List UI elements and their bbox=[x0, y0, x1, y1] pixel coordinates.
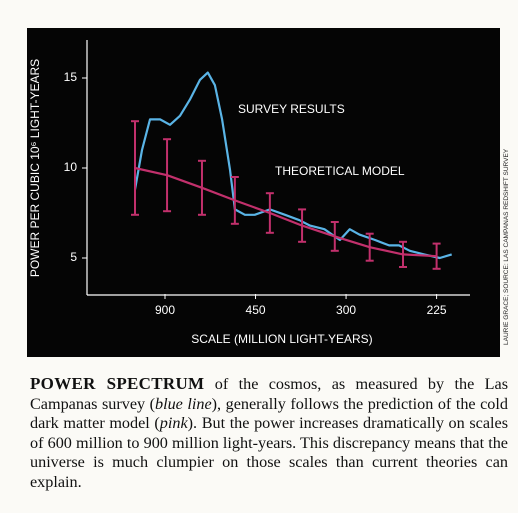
chart: POWER PER CUBIC 10⁶ LIGHT-YEARS SCALE (M… bbox=[27, 28, 500, 357]
y-axis-label: POWER PER CUBIC 10⁶ LIGHT-YEARS bbox=[28, 59, 42, 277]
caption: POWER SPECTRUM of the cosmos, as measure… bbox=[30, 374, 508, 492]
y-tick-label: 5 bbox=[70, 250, 77, 264]
series-label: THEORETICAL MODEL bbox=[275, 164, 405, 178]
y-tick-label: 10 bbox=[64, 160, 78, 174]
caption-text: of the cosmos, as measured by the Las Ca… bbox=[30, 375, 508, 413]
x-tick-label: 225 bbox=[427, 303, 447, 317]
y-tick-label: 15 bbox=[64, 70, 78, 84]
caption-text: ). But the power increases dramatically … bbox=[30, 414, 508, 491]
caption-text: ), generally follows the prediction of t… bbox=[30, 394, 508, 433]
series-line bbox=[134, 166, 437, 258]
series-label: SURVEY RESULTS bbox=[238, 102, 345, 116]
series-line bbox=[133, 71, 453, 260]
caption-emphasis: blue line bbox=[155, 394, 212, 413]
x-tick-label: 300 bbox=[336, 303, 356, 317]
x-axis-label: SCALE (MILLION LIGHT-YEARS) bbox=[191, 332, 372, 346]
caption-emphasis: pink bbox=[159, 414, 188, 432]
x-tick-label: 900 bbox=[155, 303, 175, 317]
x-tick-label: 450 bbox=[246, 303, 266, 317]
caption-lead: POWER SPECTRUM bbox=[30, 374, 205, 393]
chart-background bbox=[27, 28, 500, 357]
credit: LAURIE GRACE; SOURCE: LAS CAMPANAS REDSH… bbox=[503, 148, 510, 345]
